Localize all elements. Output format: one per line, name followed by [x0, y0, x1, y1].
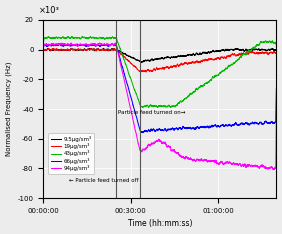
9.5μg/sm³ — [178, 55, 181, 58]
Text: ×10³: ×10³ — [39, 6, 60, 15]
9.5μg/sm³ — [50, 48, 53, 51]
94μg/sm³ — [131, 118, 135, 121]
43μg/sm³ — [275, 45, 278, 48]
Text: ← Particle feed turned off: ← Particle feed turned off — [69, 178, 138, 183]
43μg/sm³ — [184, 97, 187, 100]
Line: 66μg/sm³: 66μg/sm³ — [43, 44, 276, 132]
43μg/sm³ — [50, 37, 53, 39]
9.5μg/sm³ — [131, 56, 135, 59]
19μg/sm³ — [131, 64, 135, 66]
19μg/sm³ — [184, 62, 187, 65]
19μg/sm³ — [144, 71, 148, 73]
94μg/sm³ — [151, 142, 155, 145]
19μg/sm³ — [96, 47, 100, 50]
43μg/sm³ — [156, 106, 160, 109]
94μg/sm³ — [42, 46, 45, 49]
9.5μg/sm³ — [275, 49, 278, 51]
66μg/sm³ — [42, 47, 45, 49]
66μg/sm³ — [178, 126, 181, 129]
66μg/sm³ — [140, 131, 144, 134]
Legend: 9.5μg/sm³, 19μg/sm³, 43μg/sm³, 66μg/sm³, 94μg/sm³: 9.5μg/sm³, 19μg/sm³, 43μg/sm³, 66μg/sm³,… — [49, 133, 94, 174]
Y-axis label: Normalised Frequency (Hz): Normalised Frequency (Hz) — [6, 62, 12, 156]
94μg/sm³ — [275, 110, 278, 113]
94μg/sm³ — [219, 160, 223, 163]
19μg/sm³ — [50, 49, 53, 51]
66μg/sm³ — [151, 128, 155, 131]
94μg/sm³ — [113, 42, 117, 44]
94μg/sm³ — [184, 156, 187, 159]
9.5μg/sm³ — [70, 47, 73, 50]
19μg/sm³ — [275, 50, 278, 53]
66μg/sm³ — [275, 87, 278, 90]
94μg/sm³ — [50, 43, 53, 45]
9.5μg/sm³ — [140, 61, 143, 64]
19μg/sm³ — [178, 64, 181, 67]
Line: 43μg/sm³: 43μg/sm³ — [43, 37, 276, 107]
66μg/sm³ — [131, 104, 135, 106]
19μg/sm³ — [42, 48, 45, 51]
43μg/sm³ — [151, 105, 155, 108]
9.5μg/sm³ — [219, 49, 223, 52]
Line: 94μg/sm³: 94μg/sm³ — [43, 43, 276, 170]
X-axis label: Time (hh:mm:ss): Time (hh:mm:ss) — [128, 219, 192, 228]
9.5μg/sm³ — [184, 55, 187, 57]
9.5μg/sm³ — [151, 59, 155, 62]
Line: 19μg/sm³: 19μg/sm³ — [43, 48, 276, 72]
Line: 9.5μg/sm³: 9.5μg/sm³ — [43, 48, 276, 62]
19μg/sm³ — [151, 69, 155, 72]
94μg/sm³ — [177, 154, 181, 157]
43μg/sm³ — [89, 35, 92, 38]
66μg/sm³ — [76, 43, 79, 45]
43μg/sm³ — [131, 84, 135, 87]
19μg/sm³ — [219, 56, 223, 59]
43μg/sm³ — [42, 42, 45, 45]
66μg/sm³ — [50, 44, 53, 47]
94μg/sm³ — [272, 168, 275, 171]
43μg/sm³ — [178, 101, 181, 104]
43μg/sm³ — [219, 71, 223, 74]
66μg/sm³ — [184, 126, 187, 129]
9.5μg/sm³ — [42, 48, 45, 51]
Text: Particle feed turned on→: Particle feed turned on→ — [118, 110, 186, 114]
66μg/sm³ — [219, 124, 223, 127]
